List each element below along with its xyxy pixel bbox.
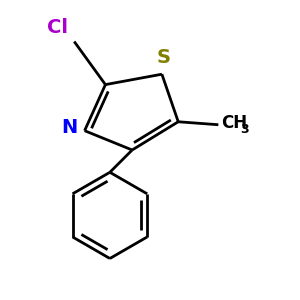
Text: 3: 3 xyxy=(240,123,248,136)
Text: Cl: Cl xyxy=(47,18,68,37)
Text: CH: CH xyxy=(221,114,248,132)
Text: S: S xyxy=(156,48,170,67)
Text: N: N xyxy=(61,118,77,137)
